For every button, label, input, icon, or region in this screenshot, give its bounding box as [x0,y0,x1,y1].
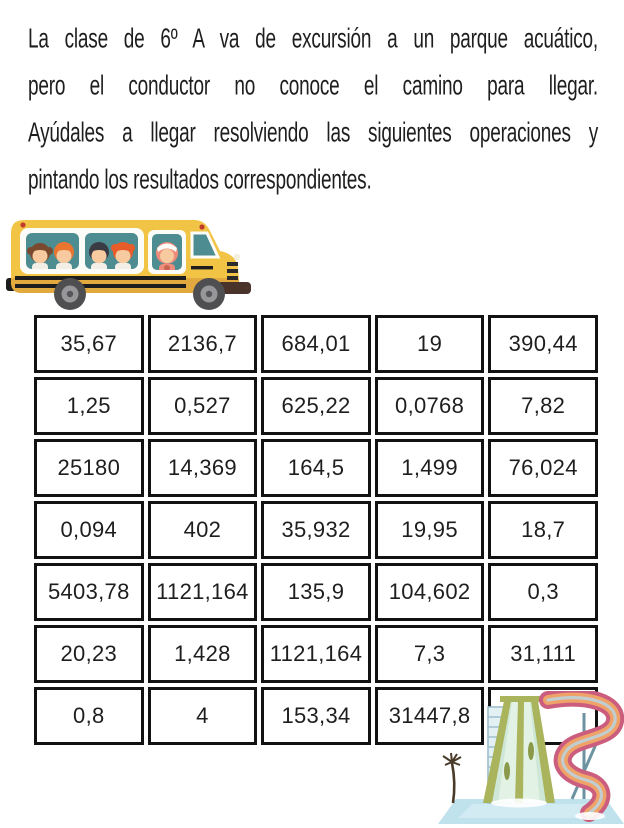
table-cell: 0,3 [488,563,598,621]
table-cell: 31,111 [488,625,598,683]
intro-line: pero el conductor no conoce el camino pa… [28,71,598,102]
answers-table: 35,67 2136,7 684,01 19 390,44 1,25 0,527 625,22… [30,311,602,749]
table-cell: 2136,7 [147,315,258,373]
bus-grill-slat [227,276,238,280]
bus-headlight [233,253,241,261]
table-cell: 19,95 [374,501,485,559]
table-cell: 153,34 [261,687,371,745]
kids-window-1 [27,242,74,269]
table-cell: 76,024 [488,439,598,497]
bus-cab-stripe [191,266,213,270]
table-row: 25180 14,369 164,5 1,499 76,024 [34,439,598,497]
table-row: 5403,78 1121,164 135,9 104,602 0,3 [34,563,598,621]
bus-marker-light-rear [20,222,26,228]
water-slide-illustration [438,688,624,825]
table-cell: 135,9 [261,563,371,621]
table-cell: 0,527 [147,377,258,435]
bus-wheel-front [193,278,225,310]
bus-stripe-top [15,276,186,280]
table-cell: 7,3 [374,625,485,683]
table-cell: 1121,164 [261,625,371,683]
table-row: 0,094 402 35,932 19,95 18,7 [34,501,598,559]
bus-stripe-bottom [15,284,186,288]
bus-grill [227,262,238,266]
table-cell: 1,499 [374,439,485,497]
green-slide [483,696,555,808]
table-row: 20,23 1,428 1121,164 7,3 31,111 [34,625,598,683]
school-bus-icon [6,220,251,310]
bus-driver [156,242,178,270]
table-cell: 0,094 [34,501,144,559]
intro-line: pintando los resultados correspondientes… [28,165,372,196]
bus-windshield [190,231,221,259]
table-cell: 25180 [34,439,144,497]
water-slide-icon [438,688,624,824]
table-cell: 164,5 [261,439,371,497]
table-cell: 402 [147,501,258,559]
table-cell: 14,369 [147,439,258,497]
table-cell: 1121,164 [147,563,258,621]
table-cell: 1,428 [147,625,258,683]
bus-marker-light-front [199,224,205,230]
table-row: 35,67 2136,7 684,01 19 390,44 [34,315,598,373]
pool-highlight [458,804,606,818]
table-cell: 684,01 [261,315,371,373]
table-cell: 35,932 [261,501,371,559]
table-cell: 625,22 [261,377,371,435]
curvy-slide [539,688,624,822]
bus-grill-slat [227,269,238,273]
table-cell: 19 [374,315,485,373]
table-cell: 18,7 [488,501,598,559]
table-cell: 104,602 [374,563,485,621]
table-cell: 1,25 [34,377,144,435]
palm-tree-icon [442,752,462,804]
table-cell: 31447,8 [374,687,485,745]
table-cell: 4 [147,687,258,745]
intro-line: La clase de 6º A va de excursión a un pa… [28,24,598,55]
table-cell: 0,8 [34,687,144,745]
school-bus-illustration [6,206,254,313]
intro-text: La clase de 6º A va de excursión a un pa… [28,16,598,204]
answers-table-body: 35,67 2136,7 684,01 19 390,44 1,25 0,527 625,22… [34,315,598,745]
table-cell: 7,82 [488,377,598,435]
table-row: 1,25 0,527 625,22 0,0768 7,82 [34,377,598,435]
table-cell: 0,0768 [374,377,485,435]
kids-window-2 [89,242,135,269]
intro-line: Ayúdales a llegar resolviendo las siguie… [28,118,598,149]
bus-wheel-rear [54,278,86,310]
table-cell: 390,44 [488,315,598,373]
table-cell: 5403,78 [34,563,144,621]
table-cell: 20,23 [34,625,144,683]
table-cell: 35,67 [34,315,144,373]
